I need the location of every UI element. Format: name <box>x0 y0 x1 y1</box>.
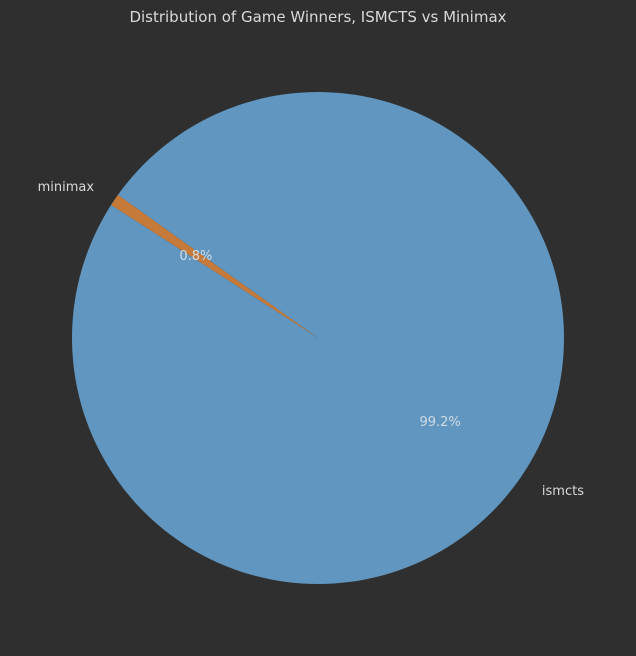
slice-label-ismcts: ismcts <box>542 484 584 499</box>
pie-labels: minimax 0.8% ismcts 99.2% <box>38 180 585 499</box>
slice-label-minimax: minimax <box>38 180 95 195</box>
pie-slice-minimax <box>111 194 318 338</box>
chart-title: Distribution of Game Winners, ISMCTS vs … <box>129 8 506 26</box>
pct-label-ismcts: 99.2% <box>419 415 460 430</box>
pie-slices <box>72 91 565 584</box>
pct-label-minimax: 0.8% <box>179 249 212 264</box>
pie-slice-ismcts <box>72 91 565 584</box>
